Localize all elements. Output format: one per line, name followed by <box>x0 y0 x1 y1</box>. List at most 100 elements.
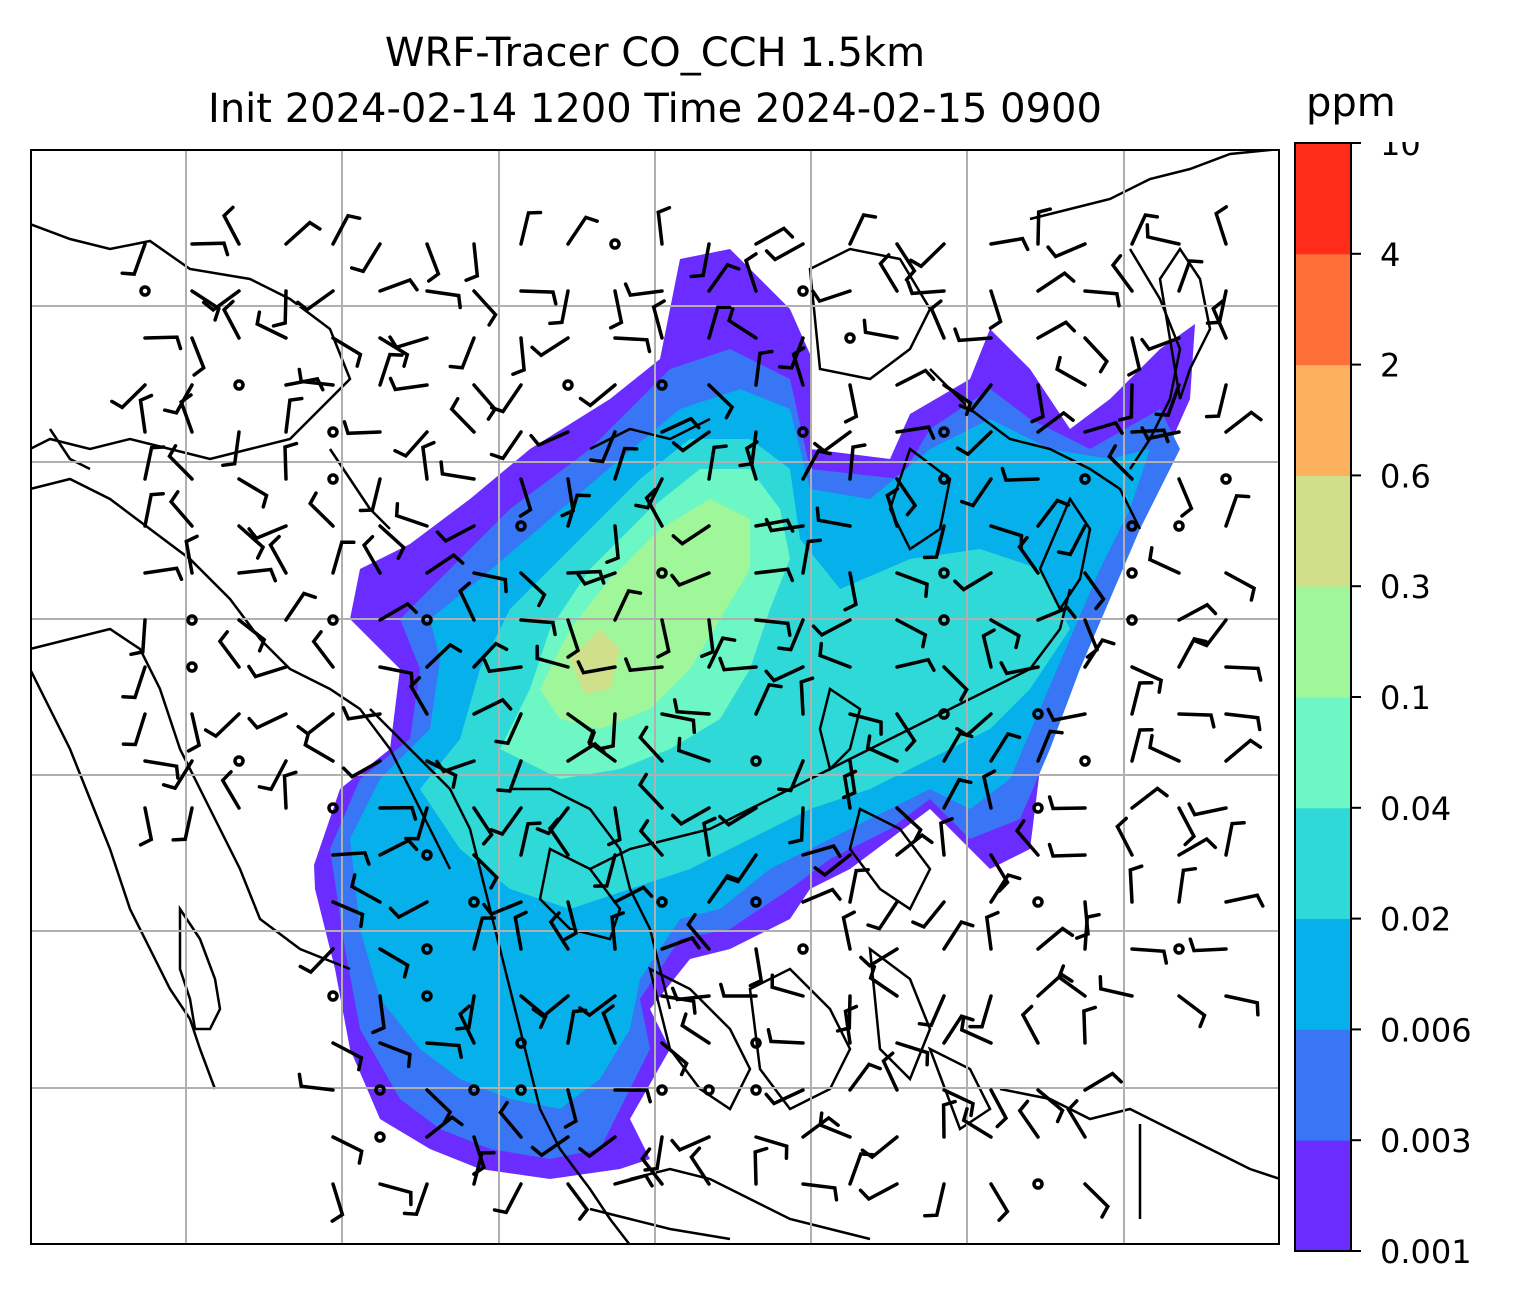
wind-barb <box>297 367 335 387</box>
wind-barb <box>143 759 180 780</box>
wind-barb <box>472 571 508 594</box>
wind-barb <box>563 1088 578 1129</box>
wind-barb <box>1066 1099 1087 1139</box>
wind-barb <box>707 383 735 420</box>
wind-barb <box>1036 498 1071 528</box>
wind-barb <box>1177 712 1216 729</box>
wind-barb <box>138 393 154 434</box>
wind-barb <box>911 900 946 930</box>
wind-barb <box>777 759 805 793</box>
wind-barb <box>1055 355 1087 387</box>
colorbar-tick-label: 4 <box>1380 236 1400 274</box>
wind-barb <box>895 477 918 517</box>
wind-barb <box>858 1182 899 1202</box>
wind-barb <box>601 1004 617 1045</box>
wind-barb <box>791 346 806 387</box>
calm-wind-marker <box>233 379 245 391</box>
wind-barb <box>1127 336 1142 377</box>
wind-barb <box>361 534 382 575</box>
wind-barb <box>848 1062 882 1092</box>
wind-barb <box>1030 383 1045 424</box>
wind-barb <box>298 947 335 975</box>
wind-barb <box>519 289 558 306</box>
wind-barb <box>587 729 617 763</box>
wind-barb <box>929 299 946 340</box>
wind-barb <box>672 698 711 716</box>
calm-wind-marker <box>797 285 809 297</box>
wind-barb <box>689 242 711 279</box>
wind-barb <box>843 1004 859 1045</box>
wind-barb <box>378 277 419 293</box>
wind-barb <box>959 1016 993 1045</box>
wind-barb <box>1017 535 1040 575</box>
wind-barb <box>388 335 429 350</box>
wind-barb <box>330 1182 345 1223</box>
colorbar-segment <box>1295 364 1351 476</box>
wind-barb <box>895 806 923 843</box>
wind-barb <box>778 336 805 370</box>
wind-barb <box>1083 638 1116 669</box>
wind-barb <box>906 280 946 296</box>
wind-barb <box>425 289 462 310</box>
wind-barb <box>680 1012 711 1045</box>
wind-barb <box>671 524 711 546</box>
calm-wind-marker <box>468 1084 480 1096</box>
colorbar-tick-label: 0.001 <box>1380 1233 1472 1271</box>
wind-barb <box>1177 836 1218 857</box>
colorbar-segment <box>1295 1140 1351 1252</box>
colorbar-ticks: 0.001 0.003 0.006 0.02 0.04 0.1 0.3 0.6 2 4 10 <box>1351 142 1472 1271</box>
calm-wind-marker <box>468 896 480 908</box>
calm-wind-marker <box>844 332 856 344</box>
wind-barb <box>1056 964 1087 998</box>
wind-barb <box>1130 786 1169 810</box>
wind-barb <box>895 1041 930 1067</box>
wind-barb <box>942 920 975 951</box>
wind-barb <box>120 242 147 276</box>
wind-barb <box>718 806 758 827</box>
wind-barb <box>162 383 194 415</box>
wind-barb <box>1117 383 1134 422</box>
colorbar-tick-label: 2 <box>1380 347 1400 385</box>
wind-barb <box>138 806 154 847</box>
wind-barb <box>425 1115 464 1139</box>
calm-wind-marker <box>186 614 198 626</box>
wind-barb <box>651 299 666 340</box>
wind-barb <box>801 1182 839 1202</box>
wind-barb <box>941 1099 957 1139</box>
wind-barb <box>923 1182 946 1218</box>
wind-barb <box>566 1182 590 1221</box>
wind-barb <box>331 336 363 368</box>
wind-barb <box>707 305 732 340</box>
wind-barb <box>748 947 764 988</box>
wind-barb <box>1224 820 1246 857</box>
colorbar-tick-label: 0.006 <box>1380 1011 1472 1049</box>
wind-barb <box>425 1041 463 1059</box>
wind-barb <box>1036 271 1076 293</box>
colorbar-segment <box>1295 807 1351 920</box>
wind-barb <box>848 213 878 246</box>
wind-barb <box>190 289 221 322</box>
wind-barb <box>1130 213 1160 246</box>
wind-barb <box>862 318 899 340</box>
wind-barb <box>865 734 899 763</box>
gridlines <box>30 149 1280 1245</box>
wind-barb <box>670 986 711 1002</box>
colorbar-segment <box>1295 586 1351 698</box>
wind-barb <box>989 731 1022 763</box>
wind-barb <box>341 759 382 779</box>
calm-wind-marker <box>421 990 433 1002</box>
calm-wind-marker <box>938 708 950 720</box>
wind-barb <box>848 712 883 736</box>
wind-barb <box>1083 420 1124 435</box>
wind-barb <box>1036 320 1077 340</box>
calm-wind-marker <box>797 943 809 955</box>
wind-barb <box>121 712 147 747</box>
wind-barb <box>660 416 701 434</box>
wind-barb <box>895 833 934 857</box>
wind-barb <box>958 383 993 413</box>
map-panel <box>30 149 1280 1245</box>
wind-barb <box>1145 223 1181 246</box>
wind-barb <box>1046 242 1087 259</box>
calm-wind-marker <box>656 896 668 908</box>
wind-barb <box>425 759 458 789</box>
